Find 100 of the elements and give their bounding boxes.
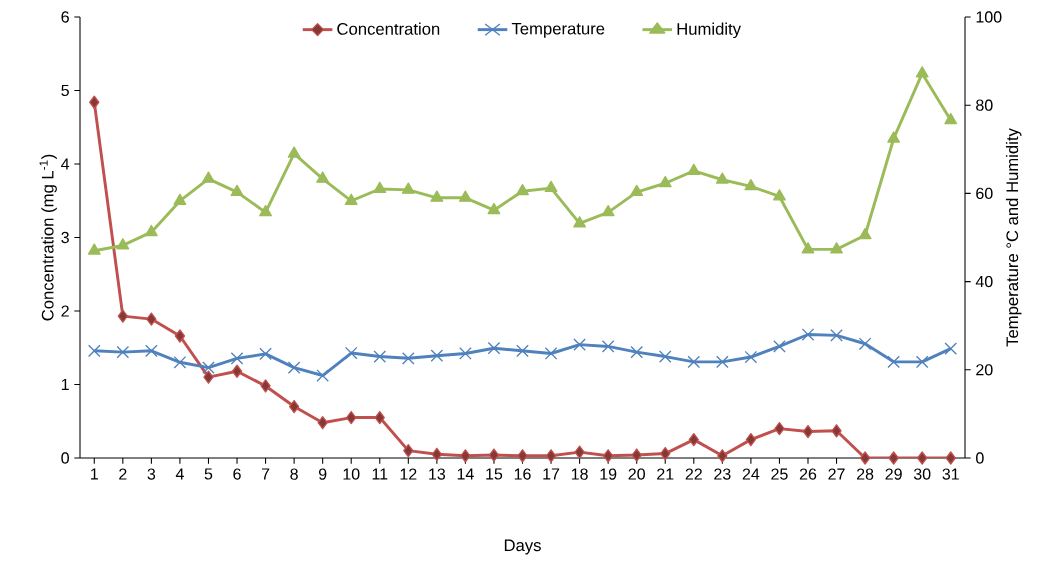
y-tick-label: 3 xyxy=(61,231,69,244)
y2-tick-label: 100 xyxy=(976,11,1002,23)
point xyxy=(144,224,158,237)
point xyxy=(602,449,614,463)
point xyxy=(658,350,672,363)
y-tick-label: 0 xyxy=(61,452,69,464)
point xyxy=(346,410,357,425)
point xyxy=(260,379,271,393)
point xyxy=(316,369,329,382)
point xyxy=(373,181,387,193)
x-tick-label: 24 xyxy=(742,468,760,480)
point xyxy=(487,202,501,215)
x-tick-label: 9 xyxy=(318,468,327,480)
point xyxy=(458,190,472,202)
point xyxy=(545,449,557,463)
point xyxy=(830,329,843,342)
x-tick-label: 3 xyxy=(147,468,156,480)
x-tick-label: 6 xyxy=(233,468,241,480)
point xyxy=(887,131,901,143)
point xyxy=(601,340,615,353)
point xyxy=(544,347,558,360)
point xyxy=(230,184,244,197)
y-tick-label: 2 xyxy=(61,305,69,317)
point xyxy=(517,449,528,463)
point xyxy=(117,309,128,323)
point xyxy=(858,337,872,351)
point xyxy=(487,341,501,355)
point xyxy=(915,355,929,369)
point xyxy=(601,205,615,217)
x-tick-label: 18 xyxy=(571,468,588,480)
legend-label: Temperature xyxy=(511,22,605,38)
point xyxy=(858,227,872,240)
x-tick-label: 20 xyxy=(628,468,645,480)
y2-axis-title: Temperature °C and Humidity xyxy=(1005,128,1022,347)
point xyxy=(944,342,958,355)
point xyxy=(460,449,471,463)
x-tick-label: 31 xyxy=(942,468,959,480)
x-tick-label: 4 xyxy=(175,468,184,480)
point xyxy=(831,424,842,438)
point xyxy=(945,451,956,465)
point xyxy=(630,184,644,197)
point xyxy=(430,190,444,202)
point xyxy=(658,175,672,188)
legend-label: Concentration xyxy=(337,22,440,35)
point xyxy=(917,451,928,465)
point xyxy=(259,205,273,217)
x-tick-label: 5 xyxy=(204,468,213,480)
point xyxy=(687,163,701,175)
point xyxy=(516,183,529,196)
point xyxy=(859,451,871,465)
point xyxy=(401,182,415,194)
point xyxy=(573,216,587,228)
x-tick-label: 23 xyxy=(714,468,731,480)
point xyxy=(373,350,387,363)
point xyxy=(488,448,500,462)
point xyxy=(744,179,758,191)
x-tick-label: 19 xyxy=(600,468,617,480)
x-tick-label: 26 xyxy=(799,468,817,480)
point xyxy=(716,355,729,369)
x-axis-title: Days xyxy=(504,539,541,555)
y-tick-label: 1 xyxy=(61,379,69,390)
point xyxy=(116,238,130,250)
point xyxy=(430,349,444,363)
point xyxy=(801,242,815,254)
point xyxy=(774,421,785,436)
point xyxy=(802,424,814,439)
point xyxy=(145,344,158,358)
point xyxy=(202,361,215,374)
point xyxy=(888,451,899,465)
point xyxy=(230,352,244,365)
point xyxy=(431,447,443,461)
x-tick-label: 22 xyxy=(685,468,702,480)
point xyxy=(259,347,272,361)
x-tick-label: 27 xyxy=(828,468,845,480)
point xyxy=(287,146,301,158)
point xyxy=(459,347,472,360)
point xyxy=(574,445,585,459)
point xyxy=(116,345,130,359)
x-tick-label: 14 xyxy=(457,468,474,480)
x-tick-label: 17 xyxy=(543,468,560,480)
x-tick-label: 12 xyxy=(400,468,417,480)
point xyxy=(146,312,157,326)
x-tick-label: 7 xyxy=(261,468,270,480)
x-tick-label: 29 xyxy=(885,468,902,480)
point xyxy=(173,193,187,205)
point xyxy=(87,344,101,358)
point xyxy=(944,112,958,125)
point xyxy=(87,243,101,255)
point xyxy=(744,350,758,364)
point xyxy=(830,242,843,254)
point xyxy=(202,171,215,183)
y2-tick-label: 60 xyxy=(976,187,993,200)
x-tick-label: 16 xyxy=(514,468,531,480)
y-tick-label: 5 xyxy=(61,84,69,97)
point xyxy=(89,95,100,109)
point xyxy=(288,399,300,414)
x-tick-label: 11 xyxy=(372,468,388,480)
point xyxy=(231,364,243,378)
y-axis-title: Concentration (mg L$^{-1}$) xyxy=(39,154,57,321)
point xyxy=(745,432,757,447)
